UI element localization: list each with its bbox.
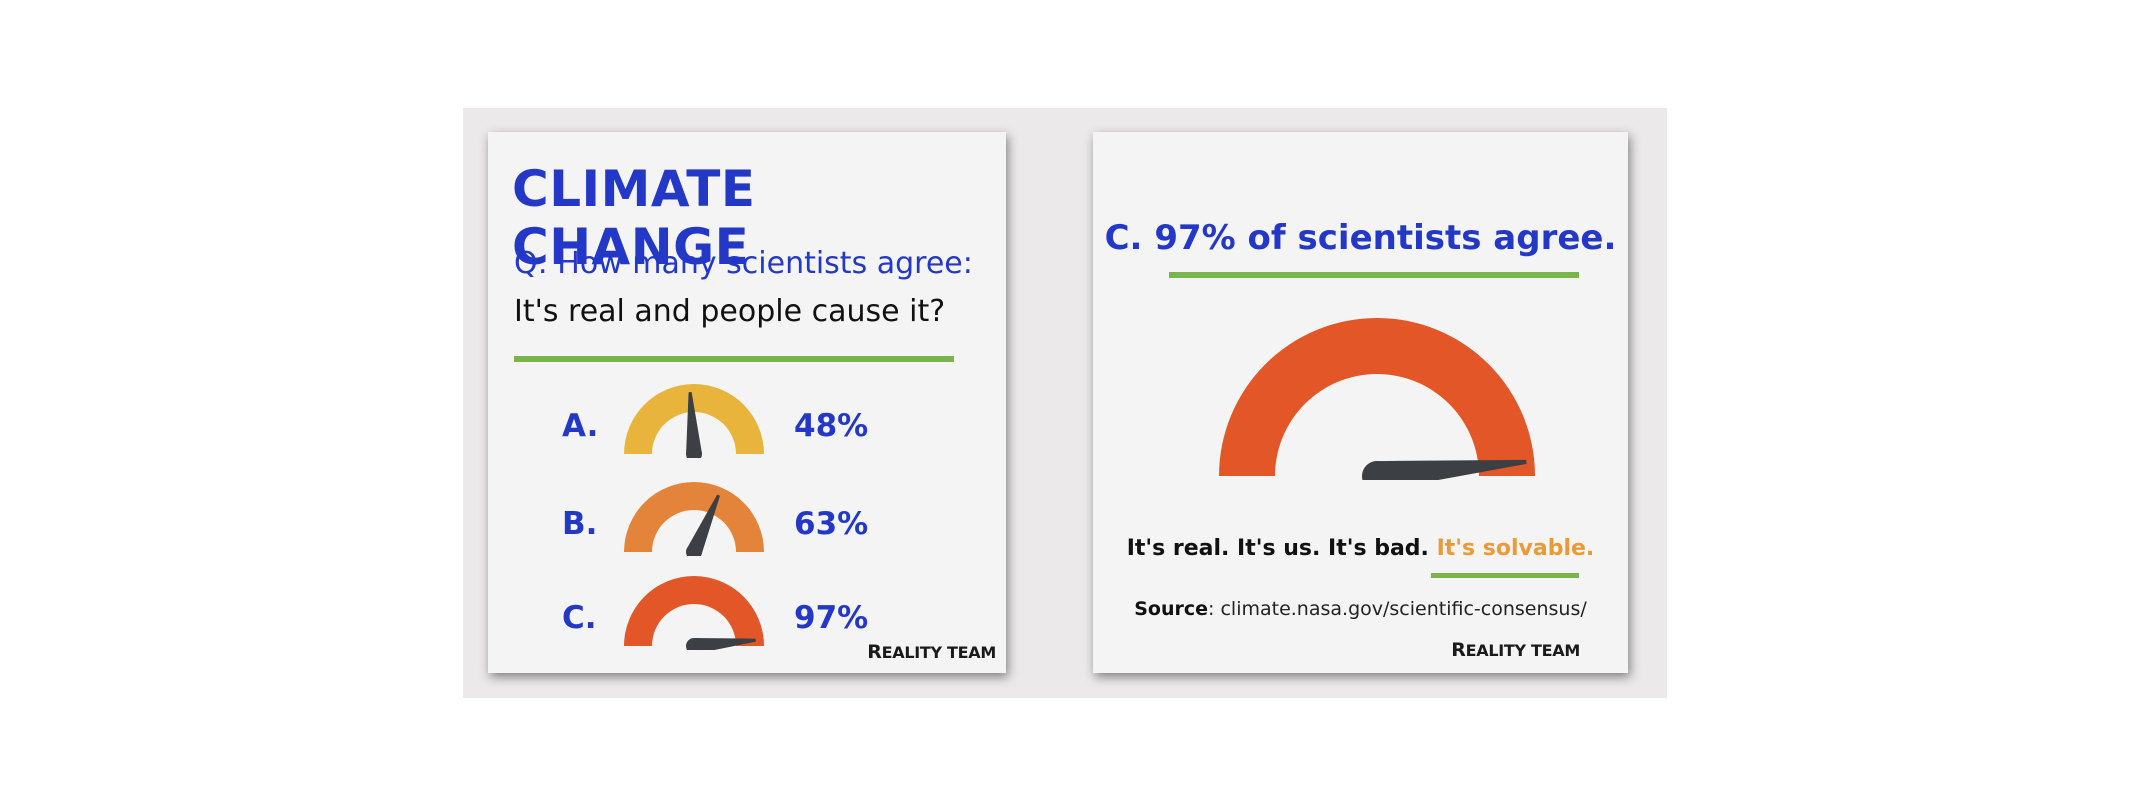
- gauge-needle: [693, 638, 756, 650]
- source-line: Source: climate.nasa.gov/scientific-cons…: [1093, 598, 1628, 620]
- answer-title: C. 97% of scientists agree.: [1104, 218, 1617, 258]
- divider-line: [514, 356, 954, 362]
- source-text: : climate.nasa.gov/scientific-consensus/: [1208, 598, 1587, 620]
- answer-card: C. 97% of scientists agree. It's real. I…: [1093, 132, 1628, 673]
- card-title: CLIMATE CHANGE: [512, 160, 756, 276]
- tagline: It's real. It's us. It's bad. It's solva…: [1093, 536, 1628, 561]
- option-b-gauge-icon: [624, 482, 764, 556]
- question-text: Q: How many scientists agree:: [514, 246, 973, 281]
- gauge-arc: [624, 576, 764, 646]
- logo-initial: R: [867, 641, 882, 663]
- gauge-arc: [624, 384, 764, 454]
- logo-text: EALITY TEAM: [1465, 641, 1581, 660]
- option-c-letter: C.: [562, 600, 597, 636]
- gauge-hub: [686, 638, 702, 650]
- gauge-hub: [686, 446, 702, 458]
- gauge-hub: [1362, 461, 1392, 480]
- option-c-gauge-icon: [624, 576, 764, 650]
- gauge-arc: [624, 482, 764, 552]
- option-b-letter: B.: [562, 506, 598, 542]
- logo-initial: R: [1451, 639, 1466, 661]
- gauge-needle: [686, 392, 702, 455]
- option-b-percent: 63%: [794, 506, 869, 542]
- option-a-gauge-icon: [624, 384, 764, 458]
- gauge-hub: [686, 544, 702, 556]
- question-card: CLIMATE CHANGE Q: How many scientists ag…: [488, 132, 1006, 673]
- gauge-needle: [1375, 459, 1527, 480]
- source-label: Source: [1134, 598, 1209, 620]
- option-a-percent: 48%: [794, 408, 869, 444]
- statement-text: It's real and people cause it?: [514, 294, 946, 329]
- divider-line: [1169, 272, 1579, 278]
- gauge-arc: [1219, 318, 1535, 476]
- gauge-needle: [686, 494, 720, 556]
- reality-team-logo: REALITY TEAM: [1451, 639, 1580, 661]
- logo-text: EALITY TEAM: [881, 643, 997, 662]
- option-a-letter: A.: [562, 408, 599, 444]
- tagline-main: It's real. It's us. It's bad.: [1126, 536, 1429, 561]
- consensus-gauge-icon: [1219, 318, 1535, 480]
- tagline-accent: It's solvable.: [1436, 536, 1595, 561]
- tagline-underline: [1431, 573, 1579, 578]
- option-c-percent: 97%: [794, 600, 869, 636]
- reality-team-logo: REALITY TEAM: [867, 641, 996, 663]
